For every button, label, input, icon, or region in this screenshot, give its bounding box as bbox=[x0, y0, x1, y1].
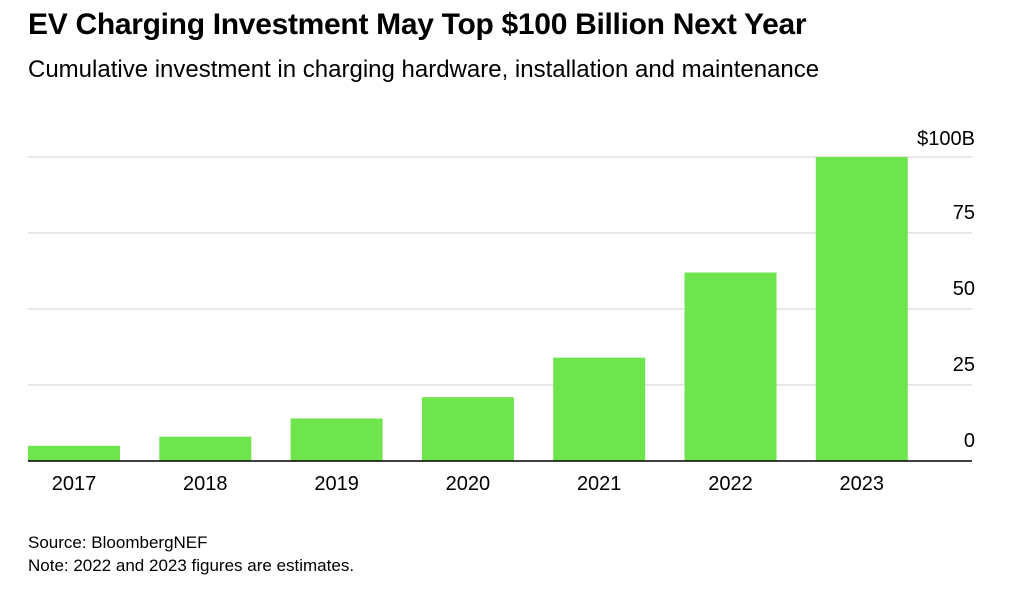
x-tick-label: 2022 bbox=[708, 473, 753, 495]
bar-2021 bbox=[553, 357, 646, 461]
x-tick-label: 2021 bbox=[577, 473, 622, 495]
bar-2020 bbox=[421, 397, 514, 461]
source-note: Source: BloombergNEF bbox=[28, 533, 208, 552]
x-tick-label: 2017 bbox=[52, 473, 97, 495]
x-tick-label: 2019 bbox=[314, 473, 359, 495]
bars bbox=[28, 157, 908, 461]
gridlines bbox=[28, 156, 972, 386]
chart-subtitle: Cumulative investment in charging hardwa… bbox=[28, 56, 820, 83]
x-tick-label: 2023 bbox=[840, 473, 885, 495]
bar-2022 bbox=[684, 272, 777, 461]
axes: 0 25 50 75 $100B 2017 2018 2019 2020 2021 2022 2023 bbox=[28, 128, 975, 495]
x-tick-label: 2020 bbox=[446, 473, 491, 495]
chart-title: EV Charging Investment May Top $100 Bill… bbox=[28, 8, 807, 41]
y-tick-label: 50 bbox=[953, 278, 975, 300]
bar-2018 bbox=[159, 436, 252, 461]
bar-2019 bbox=[290, 418, 383, 461]
bar-2023 bbox=[815, 157, 908, 461]
x-tick-label: 2018 bbox=[183, 473, 228, 495]
y-tick-label: 25 bbox=[953, 354, 975, 376]
estimate-note: Note: 2022 and 2023 figures are estimate… bbox=[28, 556, 355, 575]
bar-2017 bbox=[28, 445, 120, 461]
y-tick-label: $100B bbox=[917, 128, 975, 150]
y-tick-label: 75 bbox=[953, 202, 975, 224]
y-tick-label: 0 bbox=[964, 430, 975, 452]
